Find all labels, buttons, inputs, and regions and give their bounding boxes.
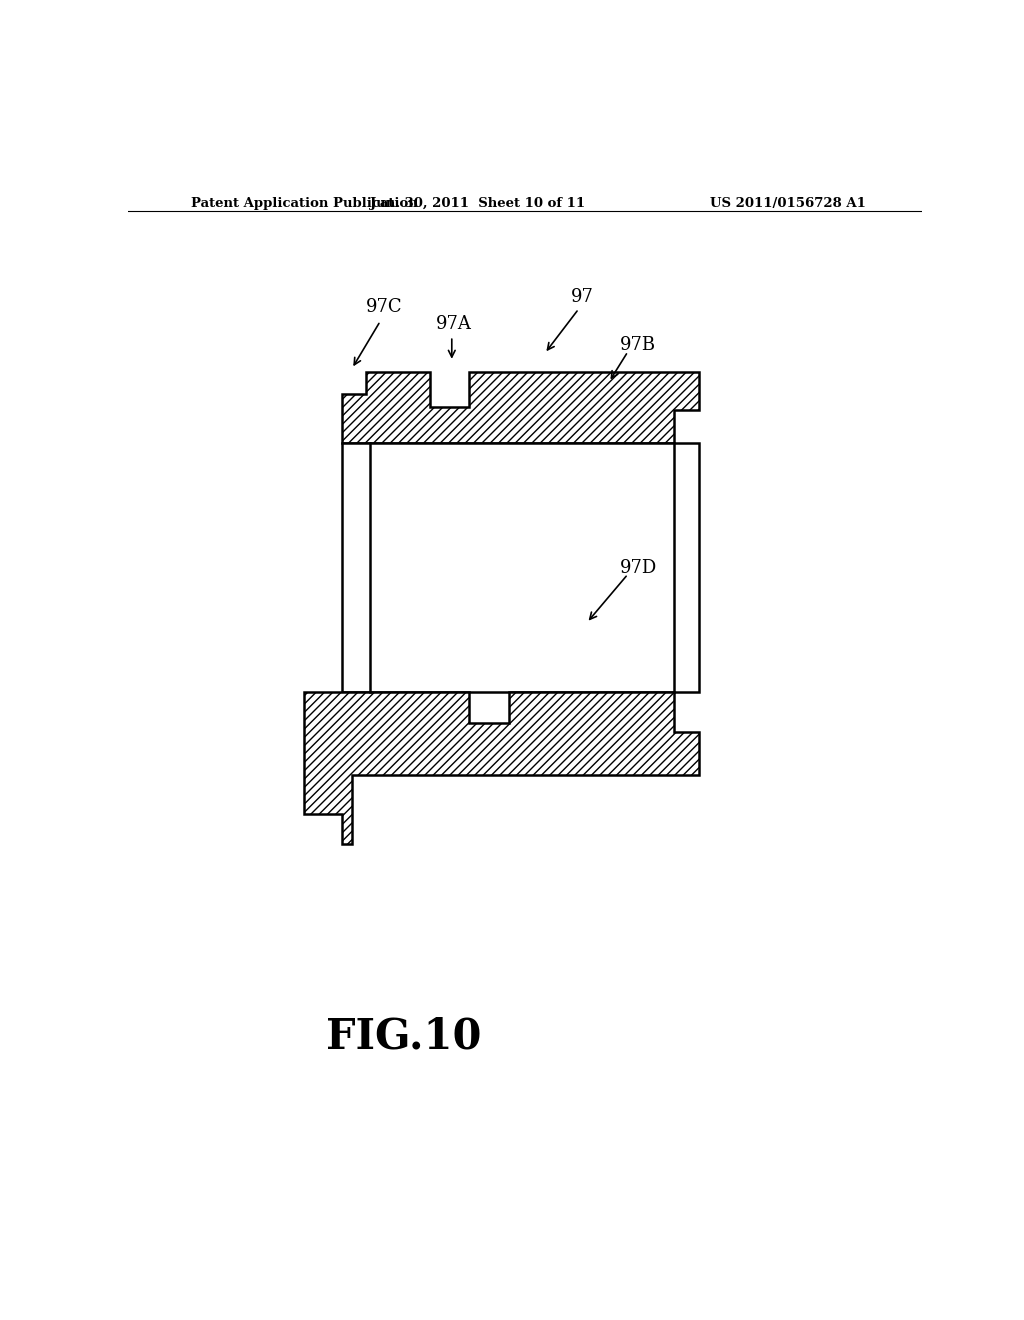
Text: Jun. 30, 2011  Sheet 10 of 11: Jun. 30, 2011 Sheet 10 of 11	[370, 197, 585, 210]
Text: US 2011/0156728 A1: US 2011/0156728 A1	[711, 197, 866, 210]
Polygon shape	[342, 444, 699, 692]
Text: 97C: 97C	[367, 298, 402, 315]
Text: 97: 97	[570, 288, 594, 306]
Text: 97D: 97D	[620, 560, 657, 577]
Text: Patent Application Publication: Patent Application Publication	[191, 197, 418, 210]
Polygon shape	[342, 372, 699, 444]
Text: FIG.10: FIG.10	[327, 1016, 482, 1057]
Text: 97B: 97B	[620, 335, 656, 354]
Polygon shape	[304, 692, 699, 845]
Text: 97A: 97A	[436, 315, 472, 333]
